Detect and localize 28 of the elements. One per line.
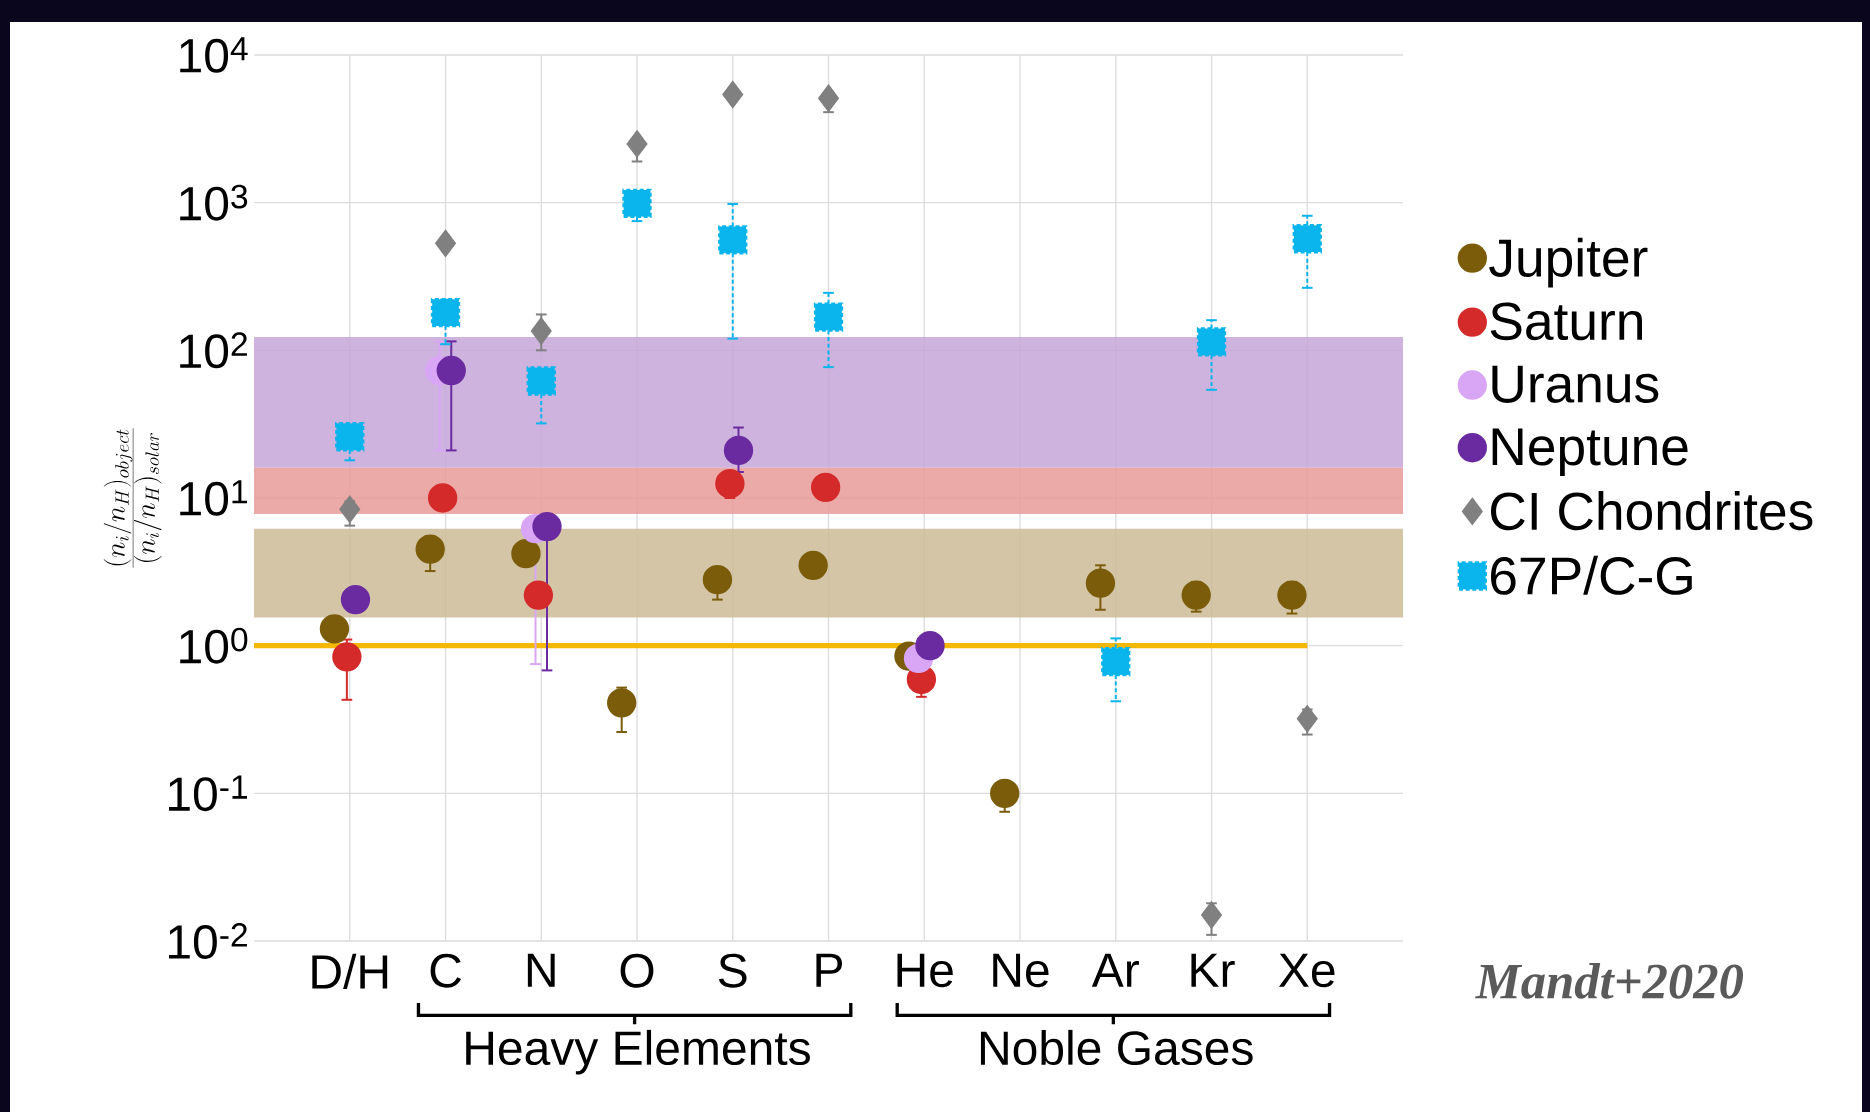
x-tick-label: D/H — [312, 953, 388, 989]
legend-label: Jupiter — [1489, 237, 1648, 288]
y-axis-title: $\frac{(n_i/n_H)_{object}}{(n_i/n_H)_{solar}}$ — [103, 428, 162, 568]
legend-label: 67P/C-G — [1491, 555, 1692, 595]
y-tick-label: 10$^{-1}$ — [169, 775, 247, 812]
x-tick-label: C — [430, 953, 462, 988]
text: Noble Gases — [980, 1029, 1253, 1066]
y-tick-label: 10$^{-2}$ — [169, 923, 247, 959]
text: Mandt+2020 — [1475, 963, 1744, 999]
legend-label: Neptune — [1492, 428, 1688, 477]
y-tick-label: 10$^{2}$ — [180, 332, 247, 369]
legend-label: CI Chondrites — [1491, 491, 1813, 531]
x-tick-label: Ne — [993, 953, 1049, 988]
x-tick-label: O — [620, 953, 654, 988]
y-tick-label: 10$^{3}$ — [180, 184, 248, 221]
x-tick-label: P — [816, 953, 842, 987]
x-tick-label: Xe — [1278, 953, 1335, 988]
x-tick-label: S — [718, 953, 747, 988]
text: Heavy Elements — [466, 1029, 810, 1075]
x-tick-label: Ar — [1091, 953, 1139, 987]
x-tick-label: Kr — [1191, 953, 1235, 987]
legend-label: Saturn — [1490, 302, 1642, 341]
legend-label: Uranus — [1492, 365, 1659, 403]
y-tick-label: 10$^{1}$ — [180, 480, 247, 516]
y-tick-label: 10$^{0}$ — [180, 627, 248, 664]
x-tick-label: N — [527, 953, 555, 987]
y-tick-label: 10$^{4}$ — [180, 37, 248, 73]
x-tick-label: He — [897, 953, 953, 988]
